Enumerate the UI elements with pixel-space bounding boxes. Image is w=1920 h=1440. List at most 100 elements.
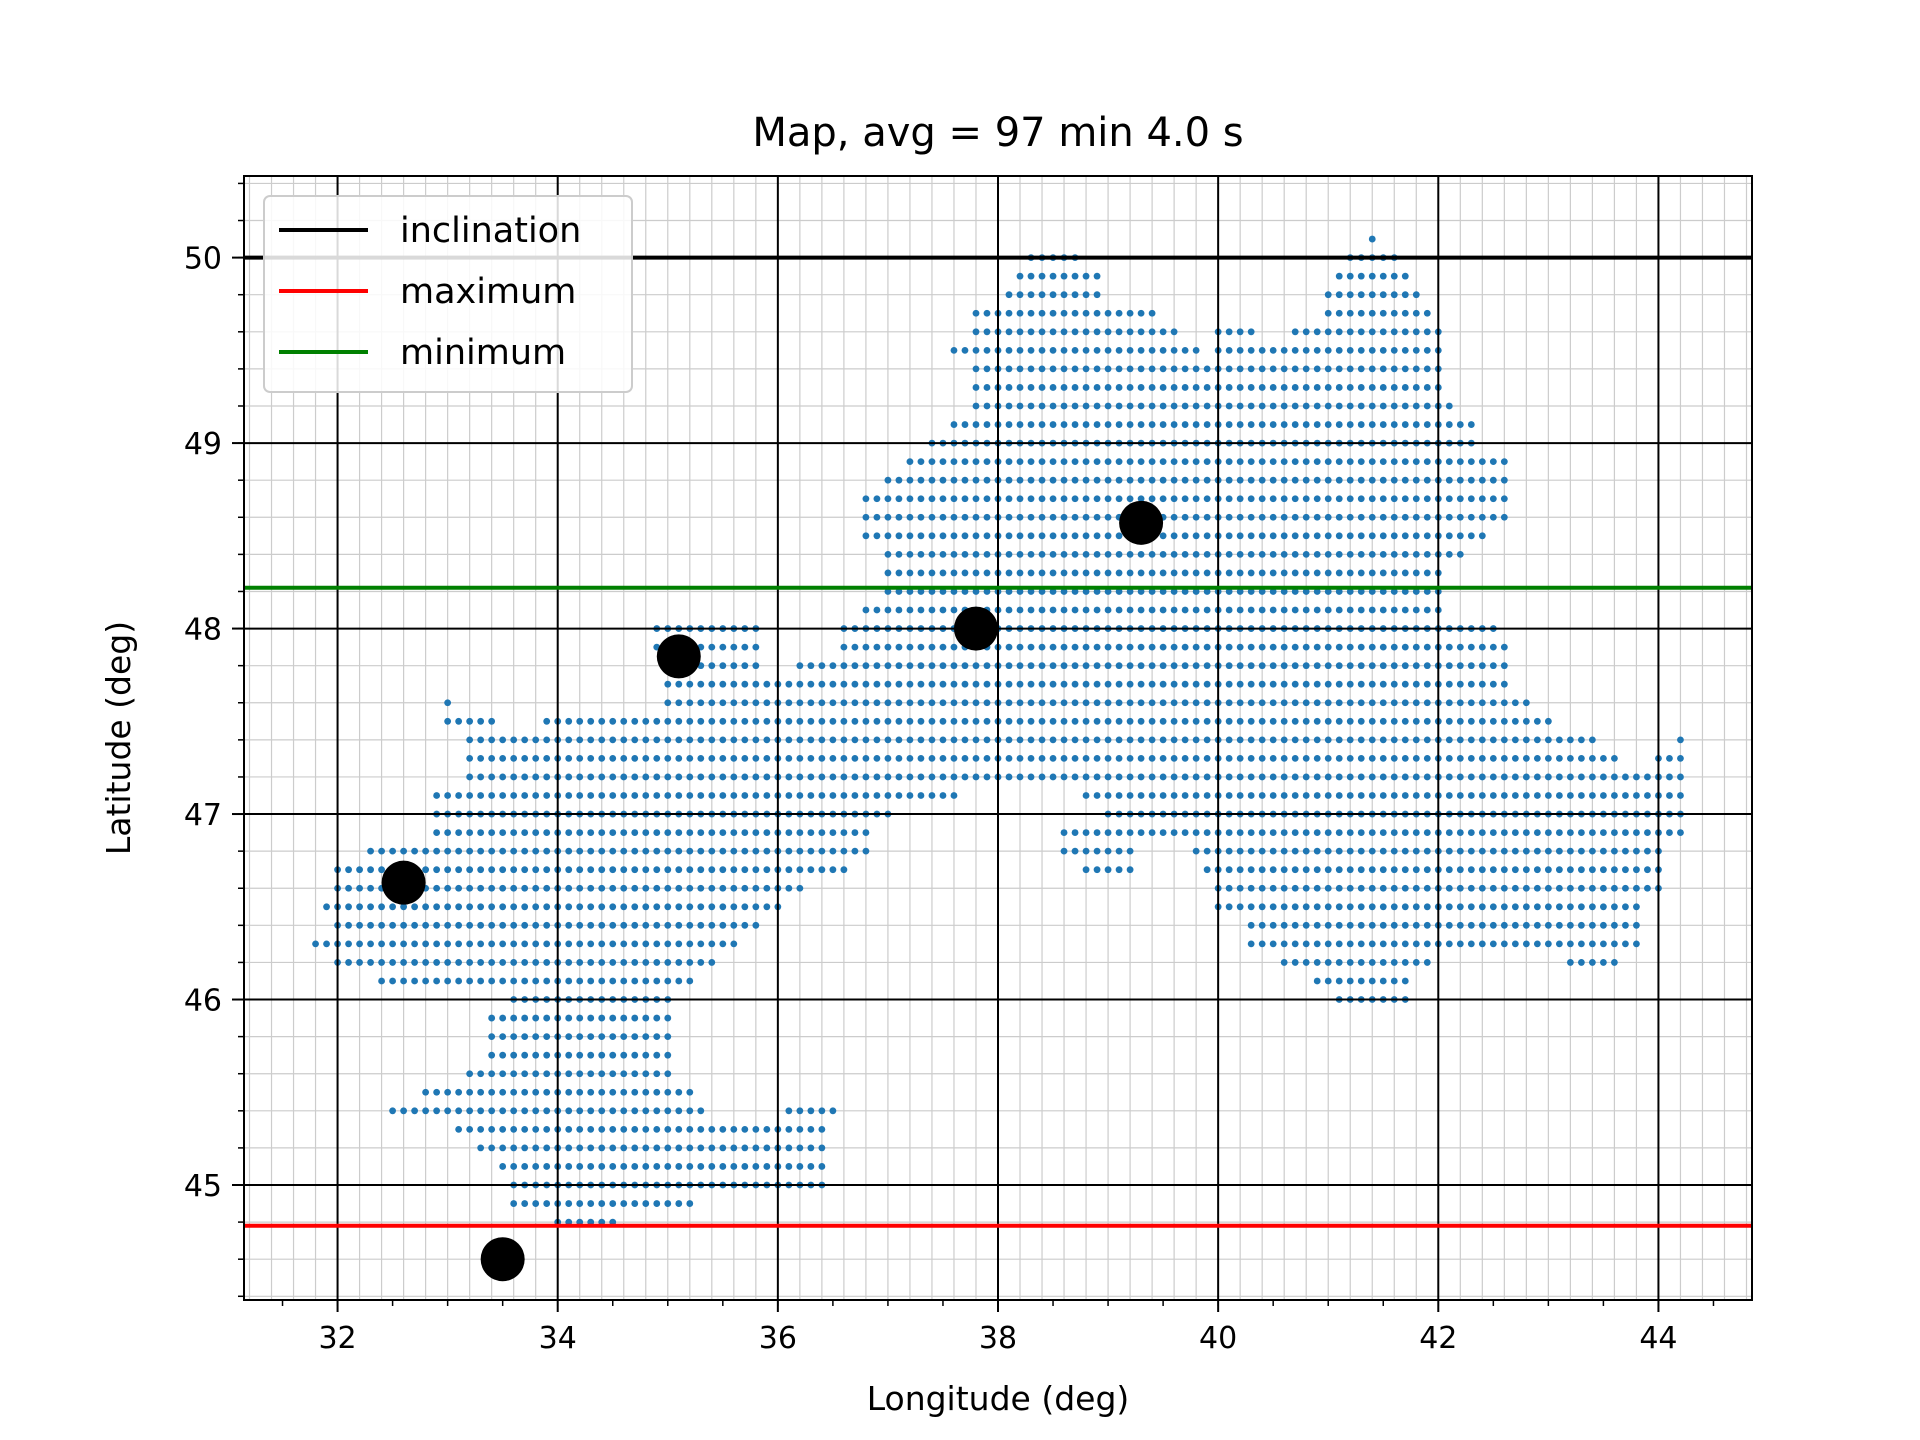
region-point [719, 1163, 727, 1170]
region-point [1566, 829, 1574, 836]
region-point [1016, 699, 1024, 707]
region-point [741, 680, 749, 688]
region-point [1093, 291, 1101, 299]
region-point [1049, 328, 1057, 336]
region-point [873, 699, 881, 707]
region-point [1577, 736, 1585, 744]
region-point [1357, 513, 1365, 521]
region-point [444, 903, 452, 911]
region-point [1324, 643, 1332, 651]
region-point [1115, 421, 1123, 428]
region-point [1049, 550, 1057, 558]
region-point [741, 866, 749, 874]
region-point [1302, 866, 1310, 874]
region-point [1148, 384, 1156, 391]
region-point [763, 736, 771, 744]
region-point [796, 1163, 804, 1170]
region-point [532, 755, 540, 762]
region-point [1357, 680, 1365, 688]
region-point [1093, 755, 1101, 762]
region-point [1225, 513, 1233, 521]
region-point [1324, 829, 1332, 836]
region-point [1060, 829, 1068, 836]
region-point [1324, 495, 1332, 503]
region-point [1159, 829, 1167, 836]
region-point [521, 847, 529, 855]
region-point [1566, 847, 1574, 855]
region-point [884, 792, 892, 799]
region-point [1357, 736, 1365, 744]
region-point [411, 1107, 419, 1115]
region-point [1071, 606, 1079, 614]
region-point [686, 921, 694, 929]
region-point [1115, 680, 1123, 688]
region-point [1027, 402, 1035, 410]
region-point [488, 1014, 496, 1022]
region-point [609, 1125, 617, 1133]
region-point [873, 662, 881, 670]
region-point [961, 588, 969, 595]
region-point [565, 884, 573, 892]
region-point [1390, 569, 1398, 577]
region-point [961, 346, 969, 354]
region-point [796, 717, 804, 725]
region-point [1115, 866, 1123, 874]
region-point [587, 755, 595, 762]
region-point [1456, 829, 1464, 836]
region-point [1522, 792, 1530, 799]
region-point [1346, 829, 1354, 836]
region-point [1060, 495, 1068, 503]
region-point [1511, 884, 1519, 892]
region-point [1093, 402, 1101, 410]
region-point [576, 755, 584, 762]
region-point [1633, 940, 1640, 948]
region-point [1082, 513, 1090, 521]
region-point [1225, 495, 1233, 503]
region-point [1159, 662, 1167, 670]
region-point [1049, 346, 1057, 354]
region-point [719, 755, 727, 762]
region-point [686, 699, 694, 707]
region-point [576, 1107, 584, 1115]
region-point [1170, 513, 1178, 521]
region-point [1555, 755, 1563, 762]
region-point [1181, 717, 1189, 725]
region-point [928, 680, 936, 688]
region-point [1082, 680, 1090, 688]
region-point [1445, 736, 1453, 744]
region-point [1225, 588, 1233, 595]
region-point [510, 1144, 518, 1152]
region-point [1511, 736, 1519, 744]
chart-title: Map, avg = 97 min 4.0 s [752, 110, 1243, 156]
region-point [1148, 717, 1156, 725]
region-point [906, 495, 914, 503]
x-axis-ticks: 32 34 36 38 40 42 44 [281, 1300, 1715, 1356]
region-point [1170, 606, 1178, 614]
region-point [565, 1218, 573, 1226]
region-point [675, 736, 683, 744]
region-point [510, 884, 518, 892]
region-point [1225, 903, 1233, 911]
region-point [895, 569, 903, 577]
region-point [664, 959, 672, 966]
region-point [1588, 829, 1596, 836]
region-point [356, 884, 363, 892]
region-point [510, 736, 518, 744]
region-point [1126, 792, 1134, 799]
region-point [1335, 402, 1343, 410]
region-point [1027, 532, 1035, 540]
region-point [1247, 717, 1255, 725]
region-point [939, 717, 947, 725]
region-point [1071, 346, 1079, 354]
region-point [730, 903, 738, 911]
region-point [1423, 458, 1431, 466]
region-point [565, 1163, 573, 1170]
region-point [961, 773, 969, 781]
region-point [1324, 532, 1332, 540]
region-point [1137, 495, 1145, 503]
region-point [664, 847, 672, 855]
region-point [785, 792, 793, 799]
region-point [620, 884, 628, 892]
region-point [400, 903, 408, 911]
region-point [1467, 458, 1475, 466]
